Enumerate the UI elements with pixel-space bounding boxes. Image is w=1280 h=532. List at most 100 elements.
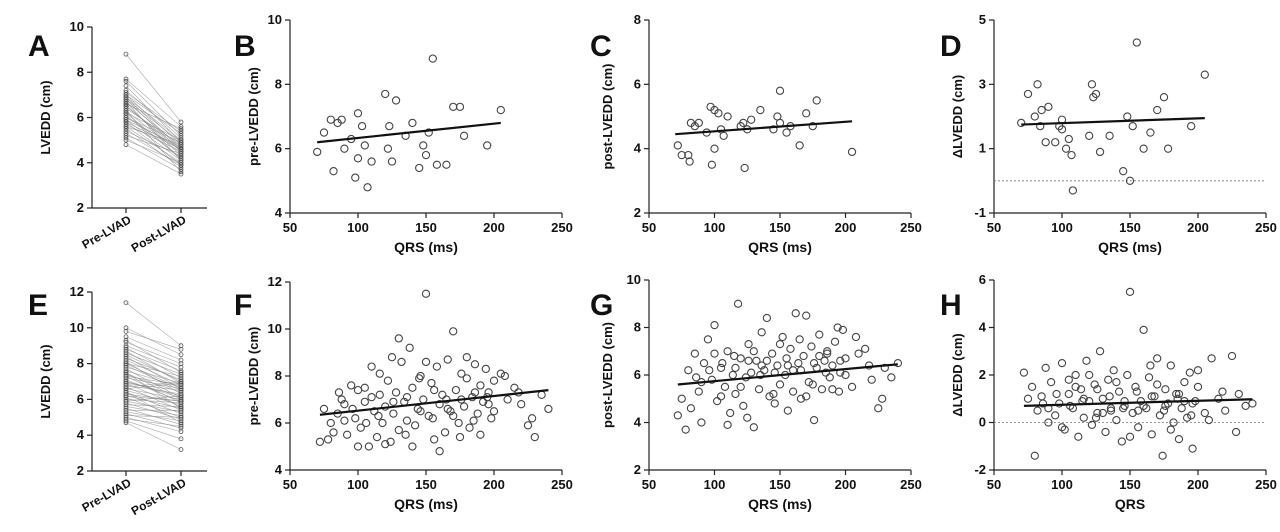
panel-g-data-point [707, 375, 717, 384]
panel-a-pair-line [125, 96, 182, 150]
panel-e-pre-point [123, 380, 129, 386]
panel-e-pair-line [125, 354, 182, 382]
panel-g-data-point [874, 404, 883, 413]
panel-h-data-point [1142, 404, 1151, 413]
panel-d-data-point [1067, 150, 1076, 160]
panel-h-data-point [1153, 354, 1162, 363]
panel-e-pre-point [123, 400, 129, 406]
panel-a-pair-line [125, 110, 182, 173]
panel-f-data-point [443, 404, 452, 414]
panel-a-pair-line [125, 101, 182, 161]
panel-g-data-point [836, 356, 845, 365]
panel-g-data-point [828, 361, 837, 370]
panel-a-pre-point [123, 133, 129, 139]
panel-a-y-tick-label: 2 [77, 200, 84, 215]
panel-d-fit-line [1021, 117, 1205, 126]
panel-c-data-point [723, 112, 732, 121]
panel-b-x-tick-label: 50 [283, 220, 297, 235]
panel-b-x-tick-label: 200 [483, 220, 505, 235]
panel-a-y-tick-label: 8 [77, 64, 84, 79]
panel-h-data-point [1119, 404, 1128, 413]
panel-g-data-point [684, 366, 693, 375]
panel-f-data-point [408, 442, 417, 451]
panel-e-pair-line [125, 404, 182, 407]
panel-b-data-point [455, 102, 465, 111]
panel-g-data-point [731, 363, 740, 373]
panel-e-pair-line [125, 302, 182, 346]
panel-d-data-point [1087, 80, 1097, 89]
panel-g-data-point [841, 370, 850, 380]
panel-b-x-axis-label: QRS (ms) [394, 239, 458, 255]
panel-e-post-point [178, 411, 184, 417]
panel-g-data-point [809, 415, 819, 425]
panel-e-post-point [178, 384, 184, 390]
panel-e-pre-point [123, 382, 129, 388]
panel-h-data-point [1231, 427, 1241, 437]
panel-a-pre-point [123, 110, 129, 116]
panel-g-data-point [782, 354, 791, 363]
panel-a-pre-point [123, 97, 129, 102]
panel-f-data-point [337, 395, 346, 404]
panel-e-post-point [178, 447, 184, 452]
panel-f-data-point [537, 390, 546, 399]
panel-a-post-point [178, 144, 184, 150]
panel-h-data-point [1166, 361, 1175, 370]
panel-h-data-point [1128, 408, 1137, 418]
panel-c-y-tick-label: 8 [634, 12, 641, 27]
panel-h-data-point [1109, 366, 1118, 375]
panel-g-data-point [716, 363, 726, 373]
panel-b-x-tick-label: 250 [551, 220, 573, 235]
panel-e-pair-line [125, 331, 182, 350]
panel-h-data-point [1125, 287, 1135, 297]
panel-g-data-point [828, 385, 837, 394]
panel-f-data-point [484, 400, 493, 409]
panel-e-post-point [178, 400, 184, 406]
panel-b-data-point [360, 141, 369, 150]
panel-g-data-point [802, 392, 811, 401]
panel-f-data-point [389, 409, 398, 418]
panel-f-data-point [342, 430, 352, 439]
panel-g-data-point [775, 380, 785, 389]
panel-g-data-point [794, 358, 803, 368]
panel-e-x-tick-label: Pre-LVAD [80, 475, 134, 514]
panel-h-data-point [1060, 425, 1069, 434]
panel-a-post-point [178, 155, 184, 161]
panel-b-data-point [381, 89, 390, 99]
panel-f-data-point [500, 371, 510, 381]
panel-f-data-point [459, 402, 469, 411]
panel-b-x-tick-label: 100 [347, 220, 369, 235]
panel-a-pair-line [125, 117, 182, 143]
panel-e-post-point [178, 402, 184, 408]
panel-a-pre-point [123, 92, 129, 98]
panel-f-data-point [481, 364, 490, 374]
panel-e-pre-point [123, 407, 129, 413]
panel-g-fit-line [677, 363, 899, 386]
panel-a-pair-line [125, 119, 182, 148]
panel-f-x-tick-label: 150 [415, 477, 437, 492]
panel-e-pre-point [123, 364, 129, 370]
panel-h-data-point [1174, 389, 1184, 399]
panel-a-pre-point [123, 135, 129, 141]
panel-f-data-point [527, 414, 537, 423]
panel-e-pair-line [125, 381, 182, 398]
panel-f-data-point [449, 327, 458, 336]
panel-a-x-tick-label: Post-LVAD [129, 212, 189, 255]
panel-b-data-point [385, 122, 394, 131]
panel-e-post-point [178, 389, 184, 395]
panel-a-pair-line [125, 81, 182, 136]
panel-h-data-point [1055, 399, 1064, 408]
panel-f-data-point [496, 369, 505, 378]
panel-f-data-point [430, 385, 439, 395]
panel-e-y-tick-label: 10 [70, 320, 84, 335]
panel-f-data-point [394, 334, 403, 343]
panel-d-y-tick-label: 3 [979, 76, 986, 91]
panel-h-data-point [1204, 415, 1214, 425]
panel-e-post-point [178, 404, 184, 409]
panel-a-pair-line [125, 144, 182, 175]
panel-h-x-tick-label: 200 [1187, 477, 1209, 492]
panel-a-pair-line [125, 103, 182, 130]
panel-g-data-point [783, 361, 793, 370]
panel-e-post-point [178, 425, 184, 431]
panel-a-pair-line [125, 139, 182, 164]
panel-a-pre-point [123, 78, 129, 84]
